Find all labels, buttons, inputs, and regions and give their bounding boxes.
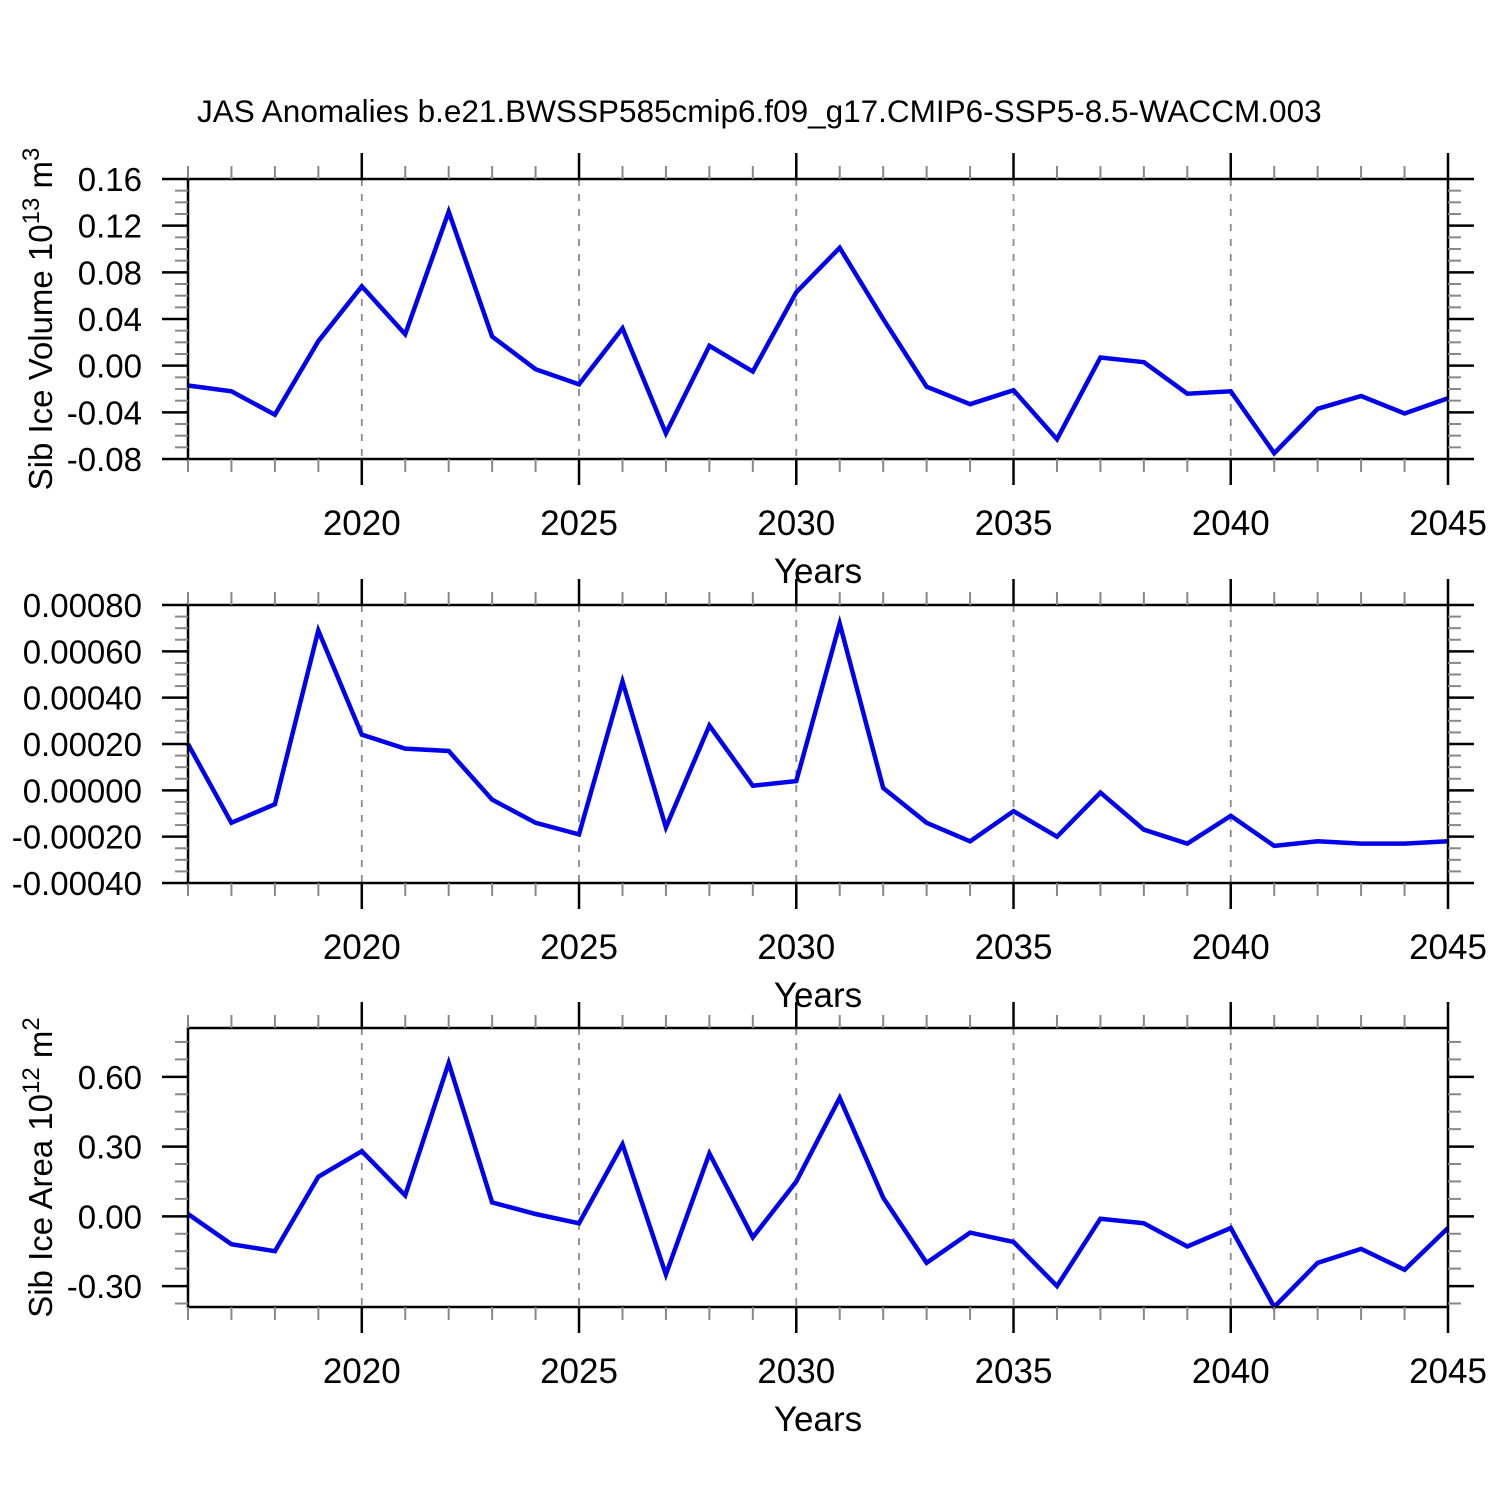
x-tick-label: 2045 — [1409, 928, 1487, 967]
x-tick-label: 2035 — [975, 504, 1053, 543]
x-tick-label: 2030 — [757, 928, 835, 967]
y-tick-label: -0.30 — [67, 1268, 142, 1305]
y-axis-title-text: Sib Ice Area 10 — [22, 1094, 59, 1318]
y-tick-label: 0.00060 — [23, 633, 142, 670]
plot-border — [186, 177, 1450, 461]
y-tick-label: 0.12 — [78, 208, 142, 245]
panel-sib-ice-middle: 0.00080 0.00060 0.00040 0.00020 0.00000 -0.00… — [12, 579, 1487, 1015]
y-axis-title: Sib Ice Volume 1013 m3 — [18, 148, 59, 491]
x-tick-label: 2025 — [540, 928, 618, 967]
x-tick-label: 2045 — [1409, 1352, 1487, 1391]
y-tick-label: 0.00080 — [23, 587, 142, 624]
y-tick-label: -0.04 — [67, 394, 142, 431]
y-tick-label: -0.08 — [67, 441, 142, 478]
x-tick-label: 2035 — [975, 928, 1053, 967]
ticks — [162, 579, 1474, 909]
x-axis-title: Years — [774, 976, 862, 1015]
y-tick-label: 0.60 — [78, 1059, 142, 1096]
x-tick-label: 2020 — [323, 504, 401, 543]
x-tick-label: 2030 — [757, 1352, 835, 1391]
y-tick-label: 0.30 — [78, 1129, 142, 1166]
x-tick-label: 2025 — [540, 1352, 618, 1391]
ticks — [162, 153, 1474, 485]
x-tick-label: 2040 — [1192, 928, 1270, 967]
x-axis-title: Years — [774, 552, 862, 591]
y-axis-title-superscript: 3 — [18, 148, 45, 161]
x-tick-label: 2045 — [1409, 504, 1487, 543]
x-tick-label: 2040 — [1192, 1352, 1270, 1391]
y-tick-label: 0.00040 — [23, 680, 142, 717]
y-axis-title-text: m — [22, 1031, 59, 1068]
y-axis-title-superscript: 12 — [18, 1067, 45, 1094]
y-tick-label: -0.00020 — [12, 819, 142, 856]
x-tick-label: 2040 — [1192, 504, 1270, 543]
data-line — [186, 1055, 1450, 1311]
y-tick-label: 0.00 — [78, 348, 142, 385]
y-tick-label: 0.00 — [78, 1198, 142, 1235]
data-line — [187, 204, 1449, 457]
x-tick-label: 2025 — [540, 504, 618, 543]
panel-sib-ice-volume: 0.16 0.12 0.08 0.04 0.00 -0.04 -0.08 2020 2025 20… — [18, 148, 1487, 591]
data-line — [186, 614, 1449, 849]
x-tick-label: 2020 — [323, 1352, 401, 1391]
plot-border — [186, 1026, 1450, 1309]
y-axis-title-text: m — [22, 161, 59, 198]
ticks — [162, 1002, 1474, 1333]
x-axis-title: Years — [774, 1400, 862, 1439]
y-tick-label: 0.00020 — [23, 726, 142, 763]
y-axis-title-superscript: 2 — [18, 1017, 45, 1030]
y-tick-label: -0.00040 — [12, 865, 142, 902]
y-tick-label: 0.16 — [78, 161, 142, 198]
panel-sib-ice-area: 0.60 0.30 0.00 -0.30 2020 2025 2030 2035 2040 204… — [18, 1002, 1487, 1439]
x-tick-label: 2030 — [757, 504, 835, 543]
y-tick-label: 0.08 — [78, 254, 142, 291]
y-axis-title: Sib Ice Area 1012 m2 — [18, 1017, 59, 1318]
chart-title: JAS Anomalies b.e21.BWSSP585cmip6.f09_g1… — [197, 93, 1322, 129]
y-axis-title-superscript: 13 — [18, 198, 45, 225]
x-tick-label: 2035 — [975, 1352, 1053, 1391]
y-tick-label: 0.00000 — [23, 772, 142, 809]
plot-border — [186, 603, 1450, 885]
y-axis-title-text: Sib Ice Volume 10 — [22, 224, 59, 490]
y-tick-label: 0.04 — [78, 301, 142, 338]
x-tick-label: 2020 — [323, 928, 401, 967]
